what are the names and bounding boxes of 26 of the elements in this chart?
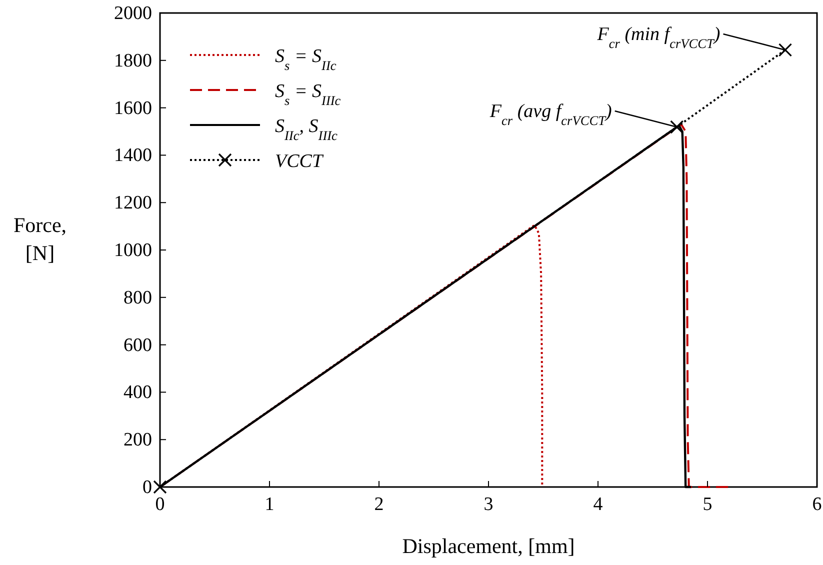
y-tick-label: 600 — [124, 334, 152, 356]
x-tick-label: 0 — [155, 494, 165, 515]
y-tick-label: 1000 — [114, 240, 152, 261]
y-tick-label: 1400 — [114, 145, 152, 166]
y-axis-title: Force, [N] — [13, 213, 67, 265]
x-tick-label: 3 — [484, 494, 494, 515]
y-tick-label: 1800 — [114, 50, 152, 72]
y-tick-label: 400 — [124, 382, 152, 404]
legend-label: S$_{IIc}$, S$_{IIIc}$ — [275, 116, 338, 142]
x-tick-label: 2 — [374, 494, 384, 515]
legend-label: S$_{s}$ = S$_{IIc}$ — [275, 46, 336, 72]
y-tick-label: 1600 — [114, 98, 152, 119]
legend-label: VCCT — [275, 151, 324, 172]
y-tick-label: 800 — [124, 287, 152, 308]
x-tick-label: 5 — [702, 494, 712, 515]
y-tick-label: 1200 — [114, 192, 152, 214]
x-tick-label: 4 — [593, 494, 604, 515]
annotation: F$_{cr}$ (min f$_{cr}$$_{VCCT}$) — [596, 24, 720, 50]
x-tick-label: 1 — [264, 494, 274, 515]
y-tick-label: 2000 — [114, 3, 152, 24]
x-axis-title: Displacement, [mm] — [402, 534, 575, 558]
legend-label: S$_{s}$ = S$_{IIIc}$ — [275, 81, 341, 108]
y-tick-label: 200 — [124, 430, 152, 451]
y-tick-label: 0 — [142, 477, 152, 498]
annotation: F$_{cr}$ (avg f$_{cr}$$_{VCCT}$) — [488, 100, 612, 128]
x-tick-label: 6 — [812, 494, 822, 515]
